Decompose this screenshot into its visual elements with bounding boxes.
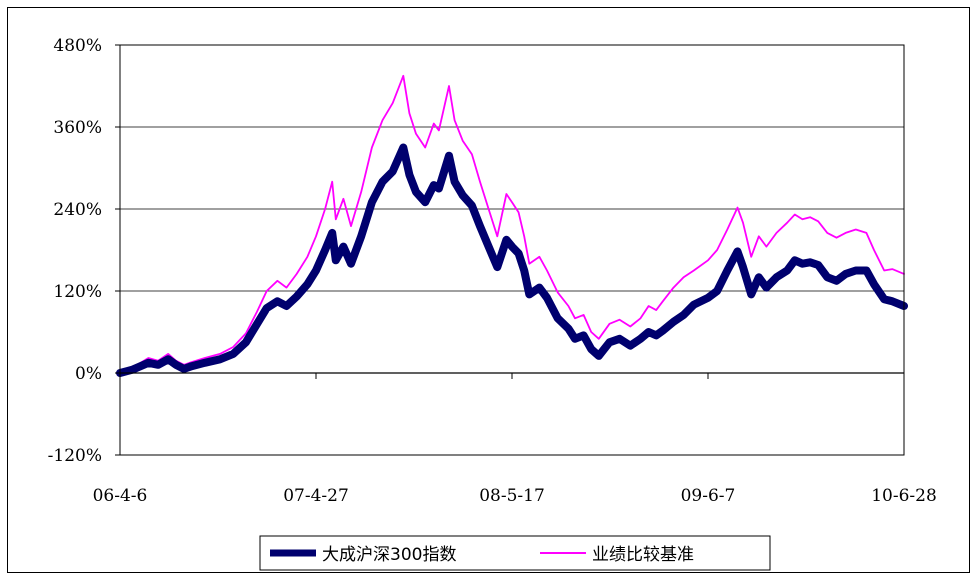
y-tick-label: 480% — [53, 36, 102, 56]
x-tick-label: 10-6-28 — [871, 486, 937, 506]
y-tick-label: 360% — [53, 118, 102, 138]
y-tick-label: -120% — [48, 446, 102, 466]
y-tick-label: 0% — [75, 364, 102, 384]
x-tick-label: 06-4-6 — [93, 486, 148, 506]
legend-box — [259, 535, 771, 571]
y-tick-label: 120% — [53, 282, 102, 302]
chart-frame — [7, 7, 970, 573]
tick-labels: -120% 0% 120% 240% 360% 480% 06-4-6 07-4-27 08-5… — [48, 36, 937, 506]
legend-label-0: 大成沪深300指数 — [322, 545, 456, 565]
legend: 大成沪深300指数 业绩比较基准 — [259, 535, 771, 571]
gridlines — [120, 44, 904, 292]
x-tick-label: 09-6-7 — [681, 486, 736, 506]
legend-label-1: 业绩比较基准 — [592, 545, 694, 565]
plot-area-border — [119, 44, 905, 456]
series-line-1 — [119, 74, 905, 374]
axes — [115, 44, 905, 456]
x-tick-label: 08-5-17 — [479, 486, 545, 506]
x-tick-label: 07-4-27 — [283, 486, 349, 506]
series-layer — [116, 74, 908, 377]
y-tick-label: 240% — [53, 200, 102, 220]
series-line-0 — [116, 143, 908, 377]
